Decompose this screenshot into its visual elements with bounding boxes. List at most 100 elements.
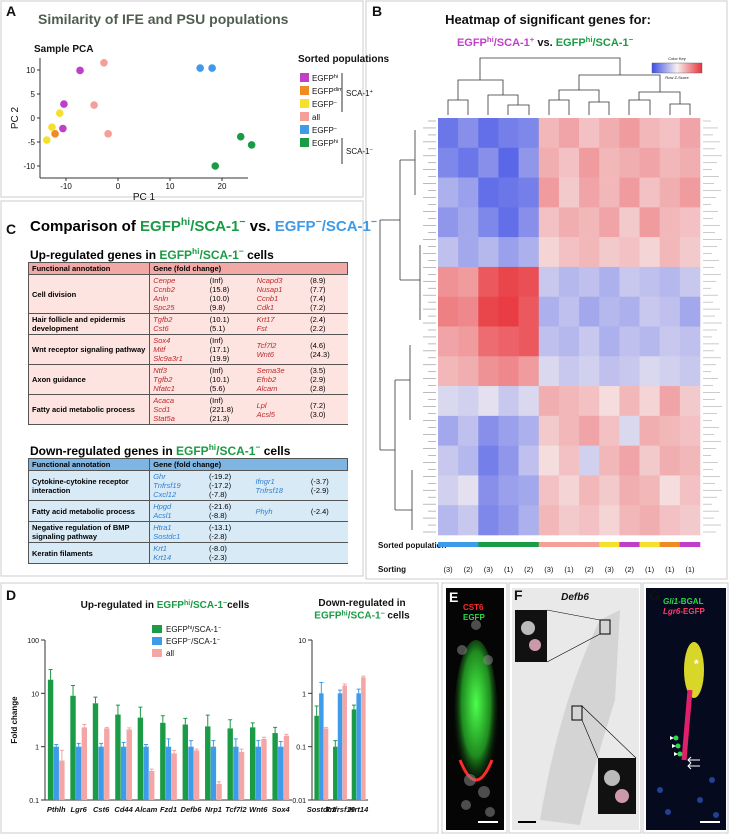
bar bbox=[171, 753, 177, 800]
legend-label: EGFP− bbox=[312, 126, 337, 135]
x-tick-label: Alcam bbox=[134, 805, 158, 814]
legend-swatch bbox=[300, 73, 309, 82]
heat-cell bbox=[659, 356, 681, 387]
panel-letter: B bbox=[372, 3, 382, 19]
error-bar bbox=[351, 704, 356, 710]
heat-cell bbox=[438, 386, 459, 417]
text-segment: vs. bbox=[245, 218, 275, 235]
legend-label: EGFPhi/SCA-1− bbox=[166, 625, 221, 634]
table-heading: Down-regulated genes in EGFPhi/SCA-1− ce… bbox=[30, 442, 290, 458]
heat-cell bbox=[619, 118, 640, 149]
table-row: Fatty acid metabolic process Acaca Scd1 Sta… bbox=[27, 394, 348, 425]
heat-cell bbox=[538, 415, 560, 446]
heat-cell bbox=[558, 356, 580, 387]
heat-cell bbox=[659, 326, 681, 357]
table-row: Keratin filaments Krt1 Krt14 (-8.0) (-2.3) bbox=[27, 542, 348, 564]
annotation: Wnt receptor signaling pathway bbox=[27, 334, 151, 365]
legend-label: EGFPdim bbox=[312, 87, 343, 96]
heat-cell bbox=[619, 326, 640, 357]
gene-line: Krt14 bbox=[153, 553, 203, 562]
point bbox=[236, 132, 245, 141]
point bbox=[59, 124, 67, 133]
chart-subtitle: EGFPhi/SCA-1+ vs. EGFPhi/SCA-1− bbox=[457, 35, 634, 50]
heat-cell bbox=[558, 326, 580, 357]
point bbox=[247, 141, 256, 149]
x-tick-label: Defb6 bbox=[181, 805, 203, 814]
fold-change: (2.4) bbox=[310, 315, 326, 324]
heat-cell bbox=[518, 207, 540, 238]
table-row: Cell division Cenpe Ccnb2 Anln Spc25 (Inf) (15… bbox=[27, 274, 348, 314]
heat-cell bbox=[558, 177, 580, 208]
error-bar bbox=[314, 705, 319, 716]
heat-cell bbox=[639, 415, 660, 446]
point bbox=[42, 136, 51, 144]
error-bar bbox=[333, 740, 338, 747]
text-segment: all bbox=[312, 113, 320, 122]
heat-cell bbox=[458, 475, 479, 506]
legend-swatch bbox=[152, 649, 162, 657]
x-tick-label: Fzd1 bbox=[160, 805, 177, 814]
text-segment: hi bbox=[487, 35, 494, 44]
panel-letter: A bbox=[6, 3, 16, 19]
bar bbox=[120, 746, 127, 800]
fold-cell: (-21.6) (-8.8) bbox=[205, 500, 253, 522]
point bbox=[76, 66, 84, 75]
error-bar bbox=[115, 704, 120, 715]
error-bar bbox=[160, 715, 165, 723]
text-segment: − bbox=[238, 246, 244, 256]
heat-cell bbox=[478, 415, 499, 446]
panel-frame bbox=[0, 582, 439, 834]
gene-cell: Sox4 Mitf Slc9a3r1 bbox=[149, 334, 207, 365]
heat-cell bbox=[619, 445, 640, 476]
gene-name: Ncapd3 bbox=[256, 276, 283, 285]
heat-cell bbox=[498, 207, 519, 238]
legend-swatch bbox=[152, 625, 162, 633]
gene-cell: Ncapd3 Nusap1 Ccnb1 Cdk1 bbox=[253, 274, 308, 314]
gene-name: Nusap1 bbox=[256, 285, 283, 294]
fold-change: (5.6) bbox=[209, 384, 226, 393]
heat-cell bbox=[438, 118, 459, 149]
gene-cell: Acaca Scd1 Stat5a bbox=[149, 394, 207, 425]
text-segment: EGFP bbox=[274, 218, 316, 235]
inset bbox=[515, 610, 547, 662]
error-bar bbox=[99, 742, 104, 747]
heat-cell bbox=[498, 445, 519, 476]
heat-cell bbox=[438, 237, 459, 268]
gene-name: Nfatc1 bbox=[153, 384, 175, 393]
fold-cell: (-8.0) (-2.3) bbox=[205, 542, 253, 564]
fold-cell: (4.6) (24.3) bbox=[307, 334, 348, 365]
y-tick-label: 10 bbox=[31, 691, 39, 698]
heat-cell bbox=[438, 266, 459, 298]
bar bbox=[205, 726, 211, 800]
gene-name: Slc9a3r1 bbox=[153, 354, 183, 363]
text-segment: hi bbox=[586, 35, 593, 44]
population-bar bbox=[458, 542, 479, 547]
x-tick-label: -10 bbox=[60, 182, 72, 191]
gene-line: Sox4 bbox=[153, 336, 203, 345]
heat-cell bbox=[599, 177, 620, 208]
annotation: Hair follicle and epidermis development bbox=[27, 313, 151, 335]
bar bbox=[126, 729, 132, 800]
gene-name: Phyh bbox=[255, 506, 273, 516]
heat-cell bbox=[498, 147, 519, 178]
sorting-value: (2) bbox=[585, 565, 595, 574]
heat-cell bbox=[558, 505, 580, 536]
bar bbox=[104, 728, 110, 800]
color-key bbox=[651, 62, 703, 74]
heat-cell bbox=[659, 296, 681, 327]
heat-cell bbox=[619, 415, 640, 446]
gene-name: Spc25 bbox=[153, 303, 175, 312]
gene-name: Tgfb2 bbox=[153, 375, 173, 384]
gene-name: Lpl bbox=[256, 400, 267, 410]
chart-subtitle: Sample PCA bbox=[34, 44, 93, 55]
text-segment: EGFP bbox=[312, 74, 334, 83]
y-tick-label: 0 bbox=[31, 114, 36, 123]
annotation: Cell division bbox=[27, 274, 151, 314]
gene-cell: Cenpe Ccnb2 Anln Spc25 bbox=[149, 274, 207, 314]
population-bar bbox=[679, 542, 701, 547]
sorting-value: (3) bbox=[443, 565, 453, 574]
text-segment: cells bbox=[227, 600, 250, 611]
fold-change: (2.8) bbox=[310, 384, 326, 393]
heat-cell bbox=[679, 118, 701, 149]
